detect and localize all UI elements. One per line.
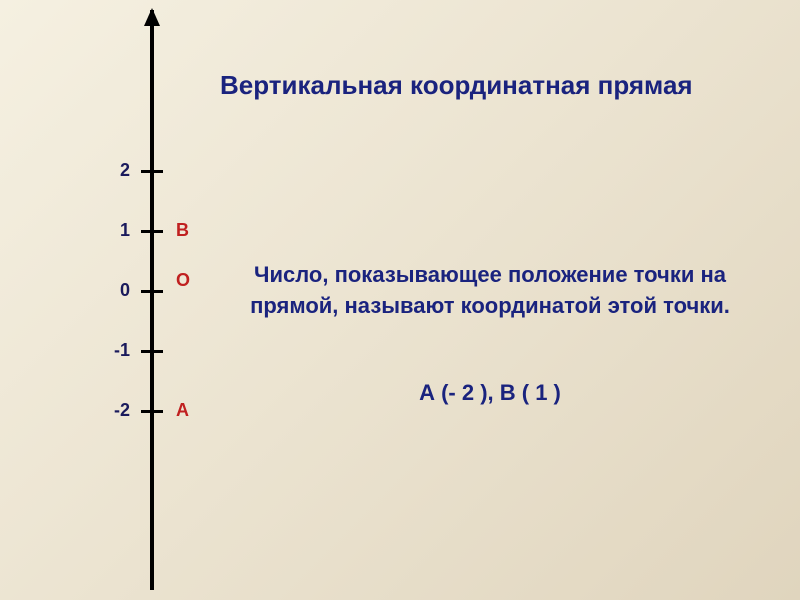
- diagram-description: Число, показывающее положение точки на п…: [220, 260, 760, 322]
- vertical-axis: 2 1 0 -1 -2 В О А: [130, 10, 230, 590]
- tick-label-neg2: -2: [100, 400, 130, 421]
- tick-neg1: [141, 350, 163, 353]
- axis-line: [150, 10, 154, 590]
- tick-neg2: [141, 410, 163, 413]
- tick-label-0: 0: [100, 280, 130, 301]
- tick-0: [141, 290, 163, 293]
- tick-label-2: 2: [100, 160, 130, 181]
- point-label-o: О: [176, 270, 190, 291]
- point-label-a: А: [176, 400, 189, 421]
- point-label-b: В: [176, 220, 189, 241]
- tick-2: [141, 170, 163, 173]
- tick-label-neg1: -1: [100, 340, 130, 361]
- diagram-title: Вертикальная координатная прямая: [220, 70, 693, 101]
- axis-arrow-icon: [144, 8, 160, 26]
- point-coordinates: А (- 2 ), В ( 1 ): [220, 380, 760, 406]
- tick-label-1: 1: [100, 220, 130, 241]
- tick-1: [141, 230, 163, 233]
